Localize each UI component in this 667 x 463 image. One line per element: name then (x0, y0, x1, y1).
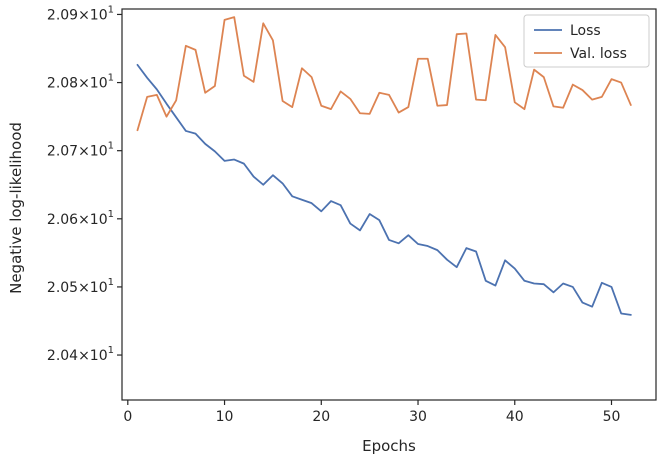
series-line-loss (136, 63, 632, 316)
y-tick-label: 2.07×101 (47, 141, 114, 160)
x-tick-label: 20 (312, 409, 330, 425)
y-axis-label: Negative log-likelihood (7, 122, 25, 294)
y-tick-label: 2.06×101 (47, 209, 114, 228)
y-tick-label: 2.09×101 (47, 4, 114, 23)
x-tick-label: 50 (603, 409, 621, 425)
plot-area (136, 16, 632, 316)
legend-label-loss: Loss (570, 23, 601, 39)
y-tick-label: 2.08×101 (47, 73, 114, 92)
x-axis: 0 10 20 30 40 50 (123, 400, 620, 425)
x-tick-label: 40 (506, 409, 524, 425)
y-axis: 2.04×101 2.05×101 2.06×101 2.07×101 2.08×101… (47, 4, 122, 364)
series-line-val-loss (136, 16, 632, 132)
legend-label-val-loss: Val. loss (570, 46, 627, 62)
axes-frame (121, 8, 657, 401)
y-tick-label: 2.05×101 (47, 277, 114, 296)
y-tick-label: 2.04×101 (47, 345, 114, 364)
legend-box (523, 14, 650, 68)
x-tick-label: 10 (216, 409, 234, 425)
x-tick-label: 30 (409, 409, 427, 425)
x-tick-label: 0 (123, 409, 132, 425)
legend: Loss Val. loss (523, 14, 650, 68)
x-axis-label: Epochs (362, 437, 416, 455)
